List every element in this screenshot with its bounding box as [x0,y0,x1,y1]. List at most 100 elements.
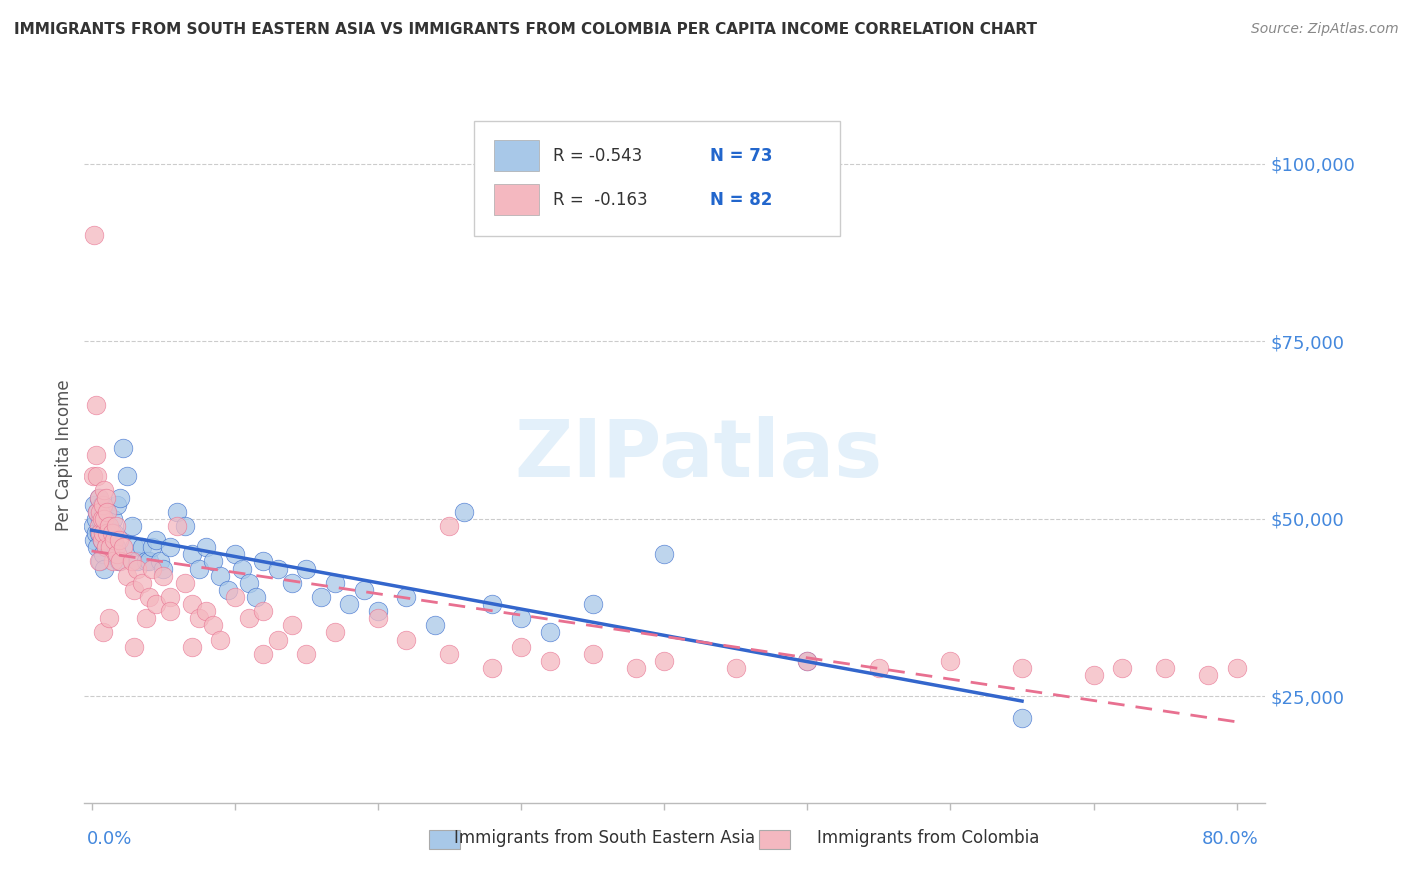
Text: N = 73: N = 73 [710,147,773,165]
Text: R = -0.543: R = -0.543 [553,147,643,165]
Point [481,597,503,611]
Point [724,661,747,675]
Point [107,533,129,548]
Point [93,512,115,526]
Point [124,582,146,597]
Point [180,640,202,654]
Point [84,398,107,412]
Text: N = 82: N = 82 [710,191,773,209]
Point [245,590,267,604]
Point [1011,661,1033,675]
Point [87,491,110,505]
Point [939,654,962,668]
Point [1226,661,1249,675]
Point [481,661,503,675]
Point [868,661,890,675]
Point [510,640,533,654]
Point [127,554,149,568]
Point [149,554,172,568]
Point [90,512,112,526]
Point [83,498,105,512]
Point [231,561,253,575]
Point [624,661,647,675]
Point [89,554,111,568]
Point [87,491,110,505]
Point [82,469,104,483]
Point [101,512,124,526]
Text: 80.0%: 80.0% [1202,830,1258,847]
Point [121,519,143,533]
Point [141,540,163,554]
Point [323,625,346,640]
Point [124,540,146,554]
Point [217,582,239,597]
Point [89,526,111,541]
Point [91,625,114,640]
Text: Immigrants from Colombia: Immigrants from Colombia [817,830,1039,847]
Point [353,582,375,597]
Point [453,505,475,519]
Point [180,547,202,561]
Point [90,533,112,548]
Point [86,505,108,519]
Point [100,533,122,548]
Point [108,554,131,568]
Bar [429,830,460,849]
Point [86,469,108,483]
Point [138,590,160,604]
Point [159,604,181,618]
Point [395,590,418,604]
Point [103,526,125,541]
Point [91,498,114,512]
Point [105,498,128,512]
Point [252,554,274,568]
Point [94,540,117,554]
Point [93,483,115,498]
Text: R =  -0.163: R = -0.163 [553,191,648,209]
Point [127,561,149,575]
Point [796,654,818,668]
Point [121,554,143,568]
Point [131,575,153,590]
Point [337,597,360,611]
Point [1154,661,1177,675]
Point [90,498,112,512]
Point [159,590,181,604]
Point [84,512,107,526]
Point [135,554,157,568]
Point [252,647,274,661]
Point [97,540,120,554]
Point [187,611,209,625]
Point [86,540,108,554]
Point [94,540,117,554]
Point [423,618,446,632]
Point [138,554,160,568]
Point [209,632,232,647]
Point [152,568,174,582]
Point [89,505,111,519]
Point [581,647,603,661]
Point [238,611,260,625]
Point [96,526,118,541]
Point [323,575,346,590]
Point [91,505,114,519]
Point [83,227,105,242]
Point [87,526,110,541]
Point [93,512,115,526]
Point [1197,668,1219,682]
Point [252,604,274,618]
Text: 0.0%: 0.0% [87,830,132,847]
Point [180,597,202,611]
Point [145,597,167,611]
Point [124,640,146,654]
Point [309,590,332,604]
Point [90,533,112,548]
Point [281,618,304,632]
Point [94,505,117,519]
Y-axis label: Per Capita Income: Per Capita Income [55,379,73,531]
Point [104,540,127,554]
Point [173,519,195,533]
Point [652,654,675,668]
Point [91,526,114,541]
Point [86,505,108,519]
